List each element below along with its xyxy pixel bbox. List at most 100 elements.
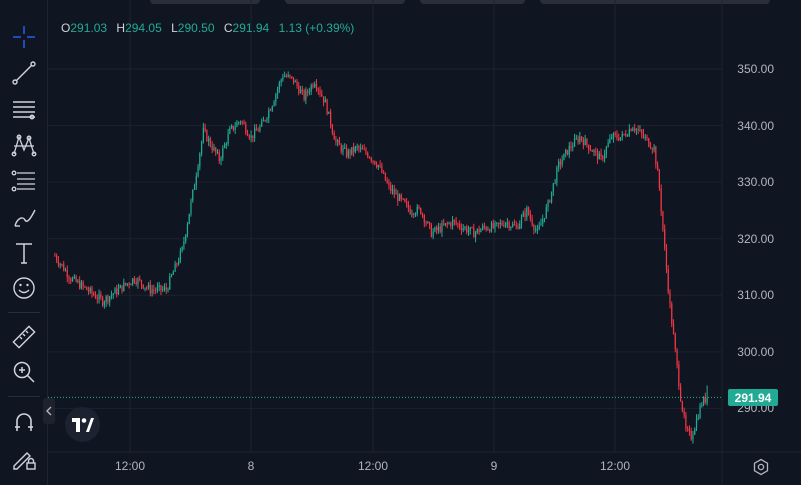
candle-body [467,230,470,233]
candle-body [520,216,523,224]
candle-body [439,226,441,232]
price-tick-label: 340.00 [737,118,774,133]
candle-body [632,128,634,132]
candle-body [432,231,434,237]
candle-body [635,129,638,131]
candle-body [326,99,328,114]
candle-body [227,133,229,144]
candle-body [225,143,227,145]
candle-body [407,203,410,209]
text-icon[interactable] [9,238,39,268]
candle-body [123,282,125,291]
candle-body [126,283,128,285]
candle-body [137,278,139,285]
candle-body [294,81,296,83]
candle-body [259,126,261,132]
pattern-icon[interactable] [9,130,39,160]
candle-body [276,89,279,95]
candle-body [561,160,563,165]
candle-body [649,146,652,149]
candle-body [209,138,212,146]
candle-body [586,138,588,145]
emoji-icon[interactable] [9,273,39,303]
candle-body [163,287,166,290]
collapse-toolbar-button[interactable] [43,398,55,424]
candle-body [531,218,533,225]
candle-body [662,211,664,230]
tab-stub[interactable] [540,0,770,4]
candle-body [607,142,609,148]
candle-body [305,90,307,100]
candle-body [80,282,83,289]
candle-body [361,147,364,150]
candle-body [216,152,219,154]
candle-body [54,255,56,257]
chart-settings-icon[interactable] [752,458,770,476]
candle-body [128,283,130,285]
magnet-icon[interactable] [9,407,39,437]
brush-icon[interactable] [9,202,39,232]
candle-body [232,125,235,130]
candle-body [482,225,484,230]
candle-body [183,241,185,248]
candle-body [386,180,388,183]
candle-body [101,297,104,306]
candle-body [508,222,510,229]
candle-body [478,228,480,233]
candle-body [252,135,254,139]
crosshair-icon[interactable] [9,22,39,52]
candle-body [577,138,579,142]
candle-body [124,282,127,285]
candle-body [266,118,268,121]
candle-body [490,223,493,232]
candle-body [132,278,134,285]
candle-body [406,202,408,204]
candle-body [144,287,146,289]
candle-body [204,127,206,131]
low-key: L [171,21,178,35]
candle-body [584,138,586,146]
candle-body [254,128,256,139]
candle-body [600,153,602,157]
tradingview-logo[interactable] [65,407,100,442]
candle-body [669,292,671,304]
trend-line-icon[interactable] [9,58,39,88]
tab-stub[interactable] [150,0,260,4]
candle-body [298,85,300,94]
candle-body [522,212,524,217]
candle-body [570,145,572,148]
candle-body [133,278,136,282]
candle-body [208,138,210,142]
candle-body [618,138,620,141]
candle-body [197,166,199,177]
candle-body [409,208,411,215]
zoom-in-icon[interactable] [9,357,39,387]
candle-body [91,288,93,294]
tab-stub[interactable] [285,0,405,4]
candle-body [342,147,344,152]
fib-icon[interactable] [9,166,39,196]
candle-body [291,76,293,78]
tab-stub[interactable] [420,0,525,4]
candle-body [581,136,583,140]
ohlc-legend: O291.03 H294.05 L290.50 C291.94 1.13 (+0… [61,21,354,35]
candle-body [476,228,478,233]
candle-body [181,247,183,251]
candle-body [303,90,305,100]
candle-body [345,147,348,157]
candle-body [660,187,662,212]
ruler-icon[interactable] [9,322,39,352]
horizontal-lines-icon[interactable] [9,94,39,124]
candle-body [110,295,113,297]
time-tick-label: 8 [247,459,255,473]
candle-body [261,121,263,127]
candle-body [324,99,326,103]
candle-body [146,287,148,289]
candle-body [381,165,383,173]
candle-body [177,261,180,265]
candle-body [575,138,577,140]
top-tabs-strip [0,0,801,6]
candle-body [535,229,537,231]
lock-drawing-icon[interactable] [9,443,39,473]
